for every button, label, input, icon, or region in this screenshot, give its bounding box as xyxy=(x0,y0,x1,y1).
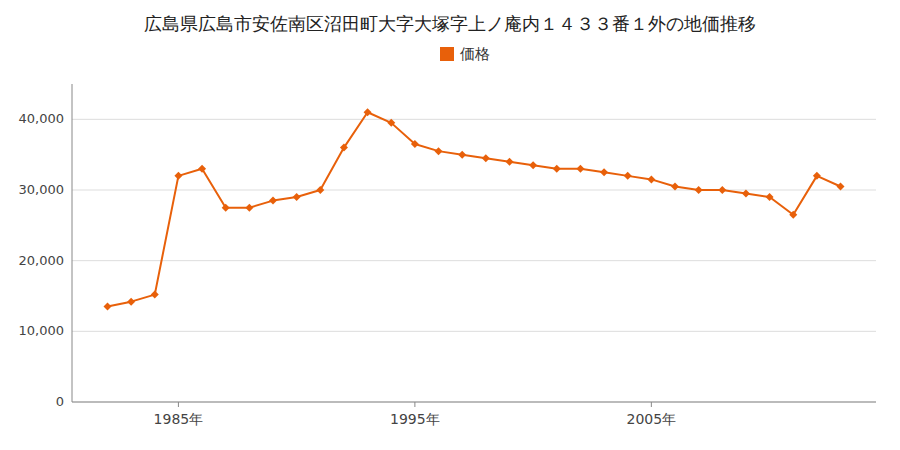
marker xyxy=(198,165,206,173)
legend: 価格 xyxy=(440,45,490,63)
marker xyxy=(151,291,159,299)
x-tick-label: 2005年 xyxy=(627,411,677,427)
marker xyxy=(245,204,253,212)
x-tick-label: 1995年 xyxy=(390,411,440,427)
marker xyxy=(458,151,466,159)
x-tick xyxy=(414,402,415,407)
marker xyxy=(671,182,679,190)
y-tick-label: 20,000 xyxy=(19,253,65,268)
marker xyxy=(316,186,324,194)
marker xyxy=(789,211,797,219)
marker xyxy=(576,165,584,173)
plot-area xyxy=(103,108,844,310)
marker xyxy=(837,182,845,190)
marker xyxy=(340,144,348,152)
grid-line xyxy=(72,331,876,332)
marker xyxy=(364,108,372,116)
marker xyxy=(387,119,395,127)
x-axis-line xyxy=(72,402,876,403)
marker xyxy=(174,172,182,180)
line xyxy=(107,112,840,306)
marker xyxy=(529,161,537,169)
marker xyxy=(269,197,277,205)
marker xyxy=(505,158,513,166)
y-tick-label: 0 xyxy=(56,394,64,409)
marker xyxy=(411,140,419,148)
marker xyxy=(127,298,135,306)
grid xyxy=(72,119,876,402)
grid-line xyxy=(72,260,876,261)
marker xyxy=(103,303,111,311)
marker xyxy=(482,154,490,162)
y-tick-label: 30,000 xyxy=(19,182,65,197)
marker xyxy=(766,193,774,201)
marker xyxy=(553,165,561,173)
marker xyxy=(624,172,632,180)
marker xyxy=(600,168,608,176)
y-axis-line xyxy=(72,84,73,402)
x-tick-label: 1985年 xyxy=(154,411,204,427)
x-tick xyxy=(651,402,652,407)
y-tick-label: 40,000 xyxy=(19,111,65,126)
y-tick-label: 10,000 xyxy=(19,323,65,338)
x-axis: 1985年 1995年 2005年 xyxy=(72,402,876,427)
marker xyxy=(293,193,301,201)
marker xyxy=(222,204,230,212)
marker xyxy=(647,175,655,183)
marker xyxy=(695,186,703,194)
legend-swatch xyxy=(440,47,454,61)
marker xyxy=(435,147,443,155)
chart: 広島県広島市安佐南区沼田町大字大塚字上ノ庵内１４３３番１外の地価推移 0 10,00… xyxy=(0,0,900,450)
marker xyxy=(718,186,726,194)
grid-line xyxy=(72,190,876,191)
grid-line xyxy=(72,119,876,120)
title: 広島県広島市安佐南区沼田町大字大塚字上ノ庵内１４３３番１外の地価推移 xyxy=(144,13,756,34)
grid-line xyxy=(72,402,876,403)
marker xyxy=(742,190,750,198)
x-tick xyxy=(178,402,179,407)
y-axis: 0 10,000 20,000 30,000 40,000 xyxy=(19,84,73,409)
marker xyxy=(813,172,821,180)
legend-label: 価格 xyxy=(460,45,490,63)
